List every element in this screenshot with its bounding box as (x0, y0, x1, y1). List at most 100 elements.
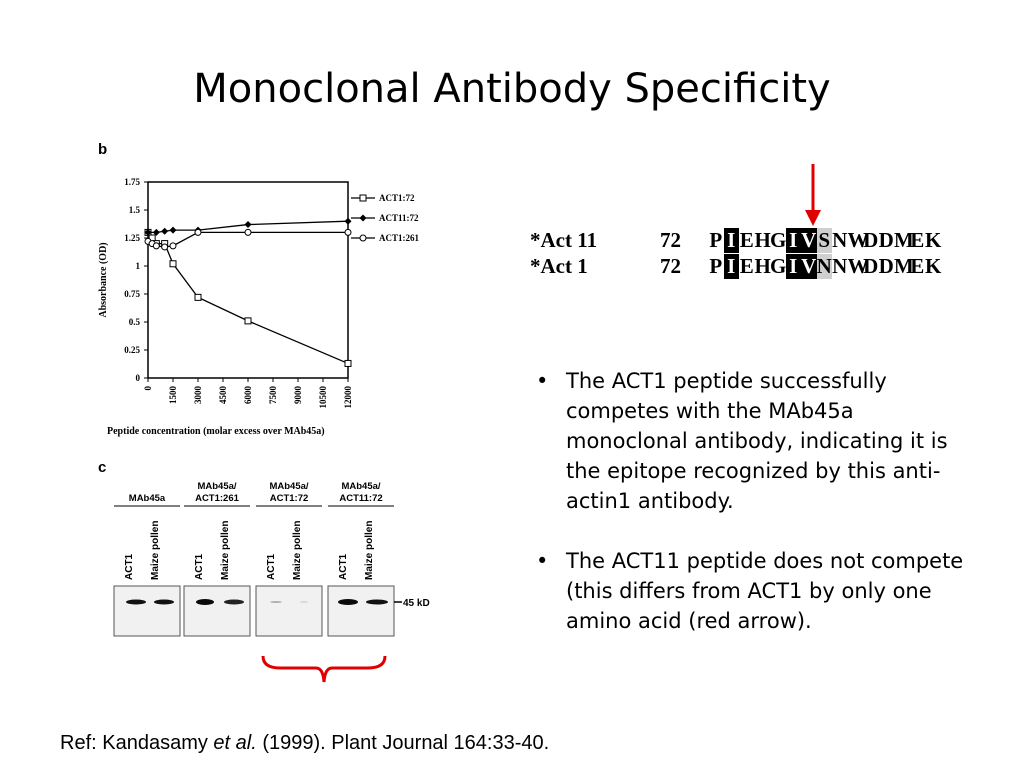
protein-band (366, 599, 388, 605)
data-point-diamond (161, 227, 169, 235)
protein-band (154, 599, 174, 605)
sequence-name: *Act 1 (530, 253, 588, 278)
residue: D (863, 253, 879, 278)
residue: W (847, 227, 869, 252)
sequence-position: 72 (660, 227, 681, 252)
residue: E (739, 253, 754, 278)
data-point-square (244, 317, 252, 325)
protein-band (126, 599, 146, 605)
lane-label: Maize pollen (220, 521, 231, 580)
sequence-name: *Act 11 (530, 227, 598, 252)
legend-label: ACT1:72 (379, 193, 415, 203)
residue: N (832, 253, 848, 278)
panel-c-label: c (98, 459, 106, 476)
blot-membrane (255, 585, 323, 637)
data-point-square (359, 194, 367, 202)
residue: I (723, 253, 739, 279)
reference-suffix: (1999). Plant Journal 164:33-40. (256, 732, 550, 754)
lane-label: ACT1 (194, 553, 205, 580)
y-tick-label: 0.75 (124, 289, 140, 299)
bullet-item: • The ACT1 peptide successfully competes… (536, 366, 976, 516)
residue: P (709, 227, 723, 252)
reference-italic: et al. (213, 732, 257, 754)
residue: K (925, 227, 942, 252)
bullet-item: • The ACT11 peptide does not compete (th… (536, 546, 976, 636)
residue: M (894, 253, 914, 278)
x-tick-label: 12000 (343, 386, 353, 409)
reference-prefix: Ref: Kandasamy (60, 732, 214, 754)
figure-panels: b c 0 0.25 0.5 0.75 1 1.25 1.5 1.75 0 1500 3000 450… (98, 141, 430, 637)
sequence-alignment: *Act 11 72 P I E H G I V S N W D D M E K *Act 1 72 P I E H G I V N… (530, 227, 941, 279)
data-point-circle (244, 228, 252, 236)
blot-membrane (183, 585, 251, 637)
residue: W (847, 253, 869, 278)
lane-label: ACT1 (124, 553, 135, 580)
panel-b-label: b (98, 141, 107, 158)
protein-band (196, 599, 214, 605)
data-point-square (194, 293, 202, 301)
absorbance-chart: 0 0.25 0.5 0.75 1 1.25 1.5 1.75 0 1500 3000 4500 600… (98, 177, 419, 437)
blot-group-title: MAb45a/ (197, 481, 236, 492)
bullet-text: The ACT1 peptide successfully competes w… (566, 369, 948, 513)
residue: G (770, 227, 787, 252)
x-tick-label: 0 (143, 386, 153, 391)
protein-band (224, 599, 244, 605)
y-tick-label: 1.25 (124, 233, 140, 243)
x-tick-label: 7500 (268, 386, 278, 405)
residue: V (801, 227, 817, 253)
residue: S (816, 227, 832, 253)
data-point-circle (344, 228, 352, 236)
plot-frame (147, 181, 349, 379)
residue: P (709, 253, 723, 278)
y-tick-label: 0 (136, 373, 141, 383)
residue: I (723, 227, 739, 253)
blot-group-title: MAb45a/ (269, 481, 308, 492)
legend-label: ACT1:261 (379, 233, 419, 243)
data-point-circle (161, 243, 169, 251)
bullet-text: The ACT11 peptide does not compete (this… (566, 549, 964, 633)
residue: N (832, 227, 848, 252)
lane-label: Maize pollen (364, 521, 375, 580)
data-point-diamond (244, 221, 252, 229)
lane-label: Maize pollen (150, 521, 161, 580)
data-point-diamond (169, 226, 177, 234)
y-tick-label: 1.75 (124, 177, 140, 187)
bullet-dot: • (536, 549, 549, 573)
y-tick-label: 0.25 (124, 345, 140, 355)
legend-label: ACT11:72 (379, 213, 419, 223)
y-axis-label: Absorbance (OD) (98, 242, 109, 317)
x-tick-label: 10500 (318, 386, 328, 409)
x-axis-label: Peptide concentration (molar excess over… (107, 426, 325, 437)
residue: E (910, 227, 925, 252)
data-point-diamond (144, 228, 152, 236)
residue: I (785, 227, 801, 253)
residue: V (801, 253, 817, 279)
x-tick-label: 1500 (168, 386, 178, 405)
residue: G (770, 253, 787, 278)
y-tick-label: 1 (136, 261, 141, 271)
data-point-circle (359, 234, 367, 242)
blot-group-title: ACT1:261 (195, 493, 240, 504)
residue: N (816, 253, 832, 279)
residue: E (739, 227, 754, 252)
protein-band (270, 601, 282, 603)
series-line (147, 232, 349, 365)
protein-band (300, 601, 308, 603)
bullet-list: • The ACT1 peptide successfully competes… (536, 366, 976, 666)
blot-group-title: ACT11:72 (339, 493, 382, 504)
x-tick-label: 3000 (193, 386, 203, 405)
blot-group-title: MAb45a (129, 493, 166, 504)
protein-band (338, 599, 358, 605)
residue: H (754, 253, 771, 278)
residue: D (878, 227, 894, 252)
lane-label: ACT1 (338, 553, 349, 580)
bullet-dot: • (536, 369, 549, 393)
blot-membrane (327, 585, 395, 637)
data-point-square (344, 359, 352, 367)
data-point-circle (152, 242, 160, 250)
blot-membrane (113, 585, 181, 637)
lane-label: Maize pollen (292, 521, 303, 580)
slide-title: Monoclonal Antibody Specificity (193, 66, 831, 112)
